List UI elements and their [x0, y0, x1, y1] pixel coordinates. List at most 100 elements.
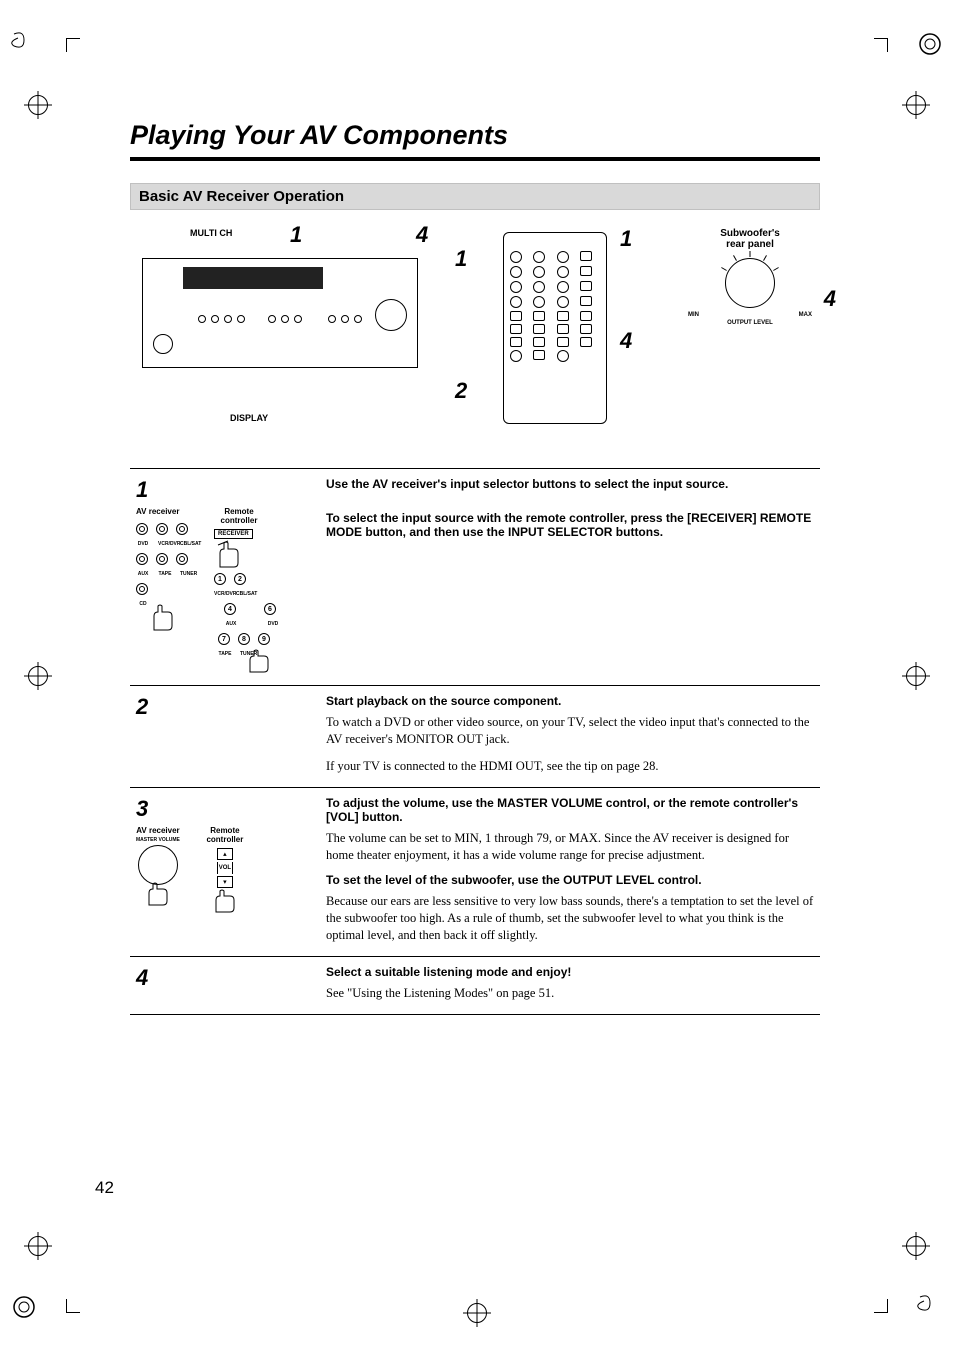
instruction-heading: To set the level of the subwoofer, use t… — [326, 873, 814, 887]
top-diagram-row: MULTI CH 1 4 — [130, 228, 820, 438]
remote-diagram-wrapper: 1 2 1 4 — [475, 228, 645, 438]
instruction-body: See "Using the Listening Modes" on page … — [326, 985, 814, 1002]
remote-controller-label: Remote controller — [200, 826, 250, 844]
binding-spiral-icon — [10, 30, 38, 58]
step-row-4: 4 Select a suitable listening mode and e… — [130, 957, 820, 1015]
step-number: 2 — [136, 694, 314, 720]
num-button-icon: 4 — [224, 603, 236, 615]
steps-table: 1 AV receiver DVDVCR/DVRCBL/SAT AUXTAPET… — [130, 468, 820, 1015]
num-button-icon: 1 — [214, 573, 226, 585]
step1-diagram: AV receiver DVDVCR/DVRCBL/SAT AUXTAPETUN… — [136, 507, 314, 673]
av-receiver-label: AV receiver — [136, 507, 179, 516]
step-number: 3 — [136, 796, 314, 822]
binding-spiral-icon — [916, 30, 944, 58]
selector-button-icon — [156, 523, 168, 535]
selector-knob-icon — [153, 334, 173, 354]
instruction-body: The volume can be set to MIN, 1 through … — [326, 830, 814, 864]
selector-button-icon — [136, 523, 148, 535]
instruction-body: To watch a DVD or other video source, on… — [326, 714, 814, 748]
step-text-cell: Select a suitable listening mode and enj… — [320, 957, 820, 1015]
section-heading: Basic AV Receiver Operation — [130, 183, 820, 210]
instruction-heading: To adjust the volume, use the MASTER VOL… — [326, 796, 814, 824]
registration-mark — [906, 95, 926, 115]
step-number: 1 — [136, 477, 314, 503]
registration-mark — [28, 95, 48, 115]
callout-1: 1 — [455, 246, 467, 272]
binding-spiral-icon — [916, 1293, 944, 1321]
instruction-heading: Use the AV receiver's input selector but… — [326, 477, 814, 491]
subwoofer-panel: 4 MIN MAX OUTPUT LEVEL — [680, 258, 820, 326]
num-button-icon: 6 — [264, 603, 276, 615]
num-button-icon: 8 — [238, 633, 250, 645]
callout-4: 4 — [620, 328, 632, 354]
label-multi-ch: MULTI CH — [190, 228, 232, 238]
step-row-2: 2 Start playback on the source component… — [130, 686, 820, 788]
receiver-diagram-wrapper: MULTI CH 1 4 — [130, 228, 440, 428]
selector-button-icon — [136, 583, 148, 595]
step3-diagram: AV receiver MASTER VOLUME Remote control… — [136, 826, 314, 913]
subwoofer-diagram-wrapper: Subwoofer's rear panel 4 MIN MAX OUTPUT … — [680, 228, 820, 326]
step-left-cell: 4 — [130, 957, 320, 1015]
step-left-cell: 3 AV receiver MASTER VOLUME Remote contr… — [130, 787, 320, 956]
num-button-icon: 7 — [218, 633, 230, 645]
crop-mark-tr — [874, 38, 888, 52]
registration-mark — [906, 666, 926, 686]
selector-button-icon — [176, 553, 188, 565]
receiver-front-panel — [130, 238, 430, 398]
selector-button-icon — [176, 523, 188, 535]
selector-button-icon — [136, 553, 148, 565]
step-row-1: 1 AV receiver DVDVCR/DVRCBL/SAT AUXTAPET… — [130, 469, 820, 686]
instruction-heading: To select the input source with the remo… — [326, 511, 814, 539]
instruction-heading: Start playback on the source component. — [326, 694, 814, 708]
input-buttons-row — [198, 315, 245, 323]
callout-4: 4 — [824, 286, 836, 312]
registration-mark — [28, 666, 48, 686]
input-buttons-row — [268, 315, 302, 323]
step-text-cell: Use the AV receiver's input selector but… — [320, 469, 820, 686]
vol-down-button-icon: ▾ — [217, 876, 233, 888]
instruction-body: Because our ears are less sensitive to v… — [326, 893, 814, 944]
step-number: 4 — [136, 965, 314, 991]
pointing-hand-icon — [244, 648, 274, 673]
remote-controller — [495, 228, 615, 428]
master-volume-knob-icon — [138, 845, 178, 885]
binding-spiral-icon — [10, 1293, 38, 1321]
pointing-hand-icon — [148, 602, 178, 632]
vol-up-button-icon: ▴ — [217, 848, 233, 860]
min-label: MIN — [688, 312, 699, 318]
remote-body — [503, 232, 607, 424]
page-title: Playing Your AV Components — [130, 120, 820, 161]
step-row-3: 3 AV receiver MASTER VOLUME Remote contr… — [130, 787, 820, 956]
av-receiver-label: AV receiver — [136, 826, 179, 835]
max-label: MAX — [799, 312, 812, 318]
output-level-knob-icon — [725, 258, 775, 308]
subwoofer-title-2: rear panel — [680, 239, 820, 250]
callout-1: 1 — [620, 226, 632, 252]
registration-mark — [28, 1236, 48, 1256]
step-left-cell: 1 AV receiver DVDVCR/DVRCBL/SAT AUXTAPET… — [130, 469, 320, 686]
instruction-heading: Select a suitable listening mode and enj… — [326, 965, 814, 979]
crop-mark-tl — [66, 38, 80, 52]
num-button-icon: 2 — [234, 573, 246, 585]
pointing-hand-icon — [214, 539, 244, 569]
receiver-face — [142, 258, 418, 368]
remote-controller-label: Remote controller — [214, 507, 264, 525]
step-text-cell: To adjust the volume, use the MASTER VOL… — [320, 787, 820, 956]
master-volume-label: MASTER VOLUME — [136, 837, 180, 843]
page-number: 42 — [95, 1178, 114, 1198]
step-left-cell: 2 — [130, 686, 320, 788]
registration-mark — [906, 1236, 926, 1256]
vol-label: VOL — [217, 862, 233, 874]
selector-button-icon — [156, 553, 168, 565]
step-text-cell: Start playback on the source component. … — [320, 686, 820, 788]
num-button-icon: 9 — [258, 633, 270, 645]
page-content: Playing Your AV Components Basic AV Rece… — [130, 120, 820, 1015]
input-buttons-row — [328, 315, 362, 323]
output-level-label: OUTPUT LEVEL — [680, 320, 820, 326]
callout-2: 2 — [455, 378, 467, 404]
volume-knob-icon — [375, 299, 407, 331]
pointing-hand-icon — [210, 888, 240, 913]
crop-mark-br — [874, 1299, 888, 1313]
subwoofer-title-1: Subwoofer's — [680, 228, 820, 239]
crop-mark-bl — [66, 1299, 80, 1313]
